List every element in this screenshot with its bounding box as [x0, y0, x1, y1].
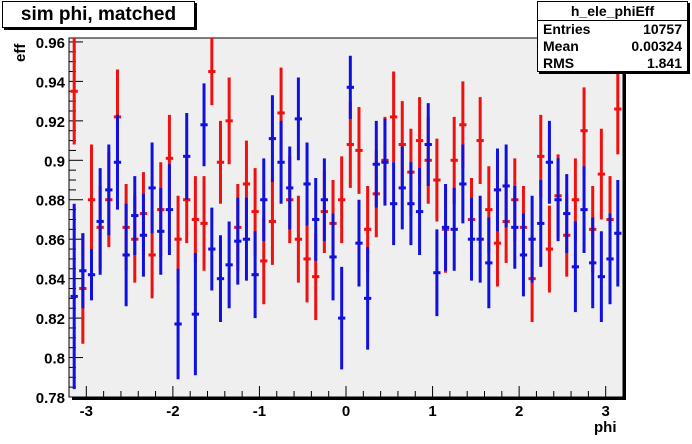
- x-tick-label: -1: [253, 403, 266, 420]
- stats-box: h_ele_phiEff Entries 10757 Mean 0.00324 …: [537, 1, 688, 72]
- chart-title: sim phi, matched: [2, 1, 195, 28]
- y-tick-label: 0.9: [44, 153, 65, 170]
- stats-row-rms: RMS 1.841: [538, 55, 687, 72]
- y-tick-label: 0.94: [36, 74, 66, 91]
- y-tick-label: 0.86: [36, 232, 65, 249]
- stats-value: 1.841: [646, 55, 682, 71]
- y-tick-label: 0.78: [36, 390, 65, 407]
- stats-row-mean: Mean 0.00324: [538, 38, 687, 55]
- stats-value: 10757: [643, 21, 682, 37]
- y-tick-label: 0.96: [36, 35, 65, 52]
- x-tick-label: 3: [602, 403, 610, 420]
- y-tick-label: 0.88: [36, 193, 65, 210]
- stats-label: Mean: [543, 38, 579, 54]
- stats-label: RMS: [543, 55, 575, 71]
- y-tick-label: 0.8: [44, 351, 65, 368]
- y-tick-label: 0.92: [36, 114, 65, 131]
- y-axis-label: eff: [12, 43, 29, 62]
- x-tick-label: 0: [342, 403, 350, 420]
- x-tick-label: 1: [428, 403, 436, 420]
- stats-histogram-name: h_ele_phiEff: [538, 2, 687, 21]
- x-axis-label: phi: [594, 419, 617, 436]
- x-tick-label: 2: [515, 403, 523, 420]
- x-tick-label: -2: [166, 403, 179, 420]
- stats-value: 0.00324: [631, 38, 682, 54]
- y-tick-label: 0.84: [36, 272, 66, 289]
- chart-title-text: sim phi, matched: [20, 3, 177, 25]
- x-tick-label: -3: [80, 403, 93, 420]
- y-tick-label: 0.82: [36, 311, 65, 328]
- stats-label: Entries: [543, 21, 591, 37]
- stats-row-entries: Entries 10757: [538, 21, 687, 38]
